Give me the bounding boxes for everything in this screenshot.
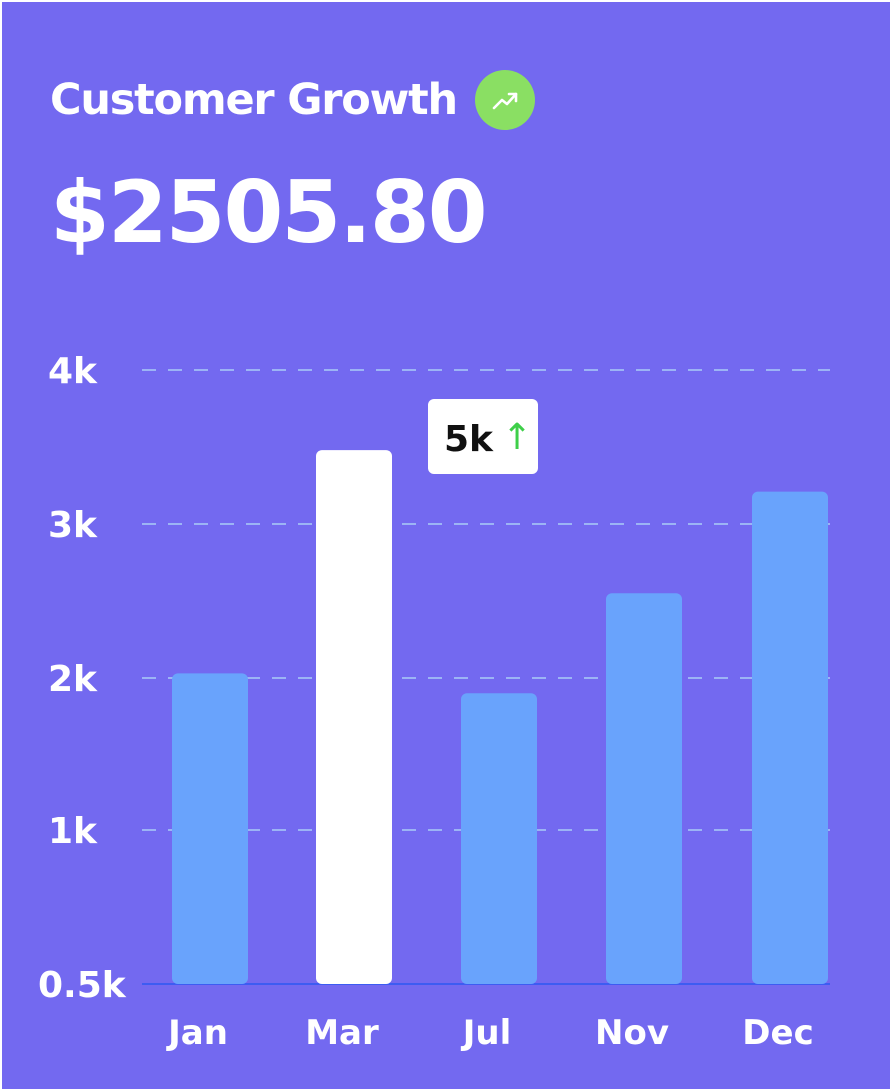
bar-mar xyxy=(316,450,392,985)
y-tick-label: 4k xyxy=(48,351,98,392)
y-tick-label: 3k xyxy=(48,505,98,546)
bar-jan xyxy=(172,673,248,984)
x-tick-label: Jan xyxy=(166,1013,228,1053)
tooltip-box xyxy=(428,399,538,474)
bar-dec xyxy=(752,491,828,984)
x-tick-label: Jul xyxy=(461,1013,512,1053)
trending-up-icon xyxy=(474,70,535,130)
x-tick-label: Mar xyxy=(305,1013,379,1053)
card-header: Customer Growth xyxy=(50,68,535,132)
y-tick-label: 1k xyxy=(48,811,98,852)
tooltip-value: 5k xyxy=(444,419,494,460)
trending-up-glyph xyxy=(492,92,518,110)
x-axis-ticks: Jan Mar Jul Nov Dec xyxy=(166,1013,814,1053)
total-amount: $2505.80 xyxy=(50,163,488,263)
card-title: Customer Growth xyxy=(50,74,458,125)
x-tick-label: Dec xyxy=(742,1013,813,1053)
up-arrow-icon: ↑ xyxy=(502,417,532,458)
bar-tooltip: 5k ↑ xyxy=(428,399,538,474)
y-tick-label: 2k xyxy=(48,659,98,700)
x-tick-label: Nov xyxy=(595,1013,669,1053)
bar-jul xyxy=(461,693,537,984)
y-tick-label: 0.5k xyxy=(38,965,127,1006)
bar-nov xyxy=(606,593,682,984)
bars xyxy=(172,450,828,985)
y-axis-ticks: 0.5k 1k 2k 3k 4k xyxy=(38,351,127,1006)
